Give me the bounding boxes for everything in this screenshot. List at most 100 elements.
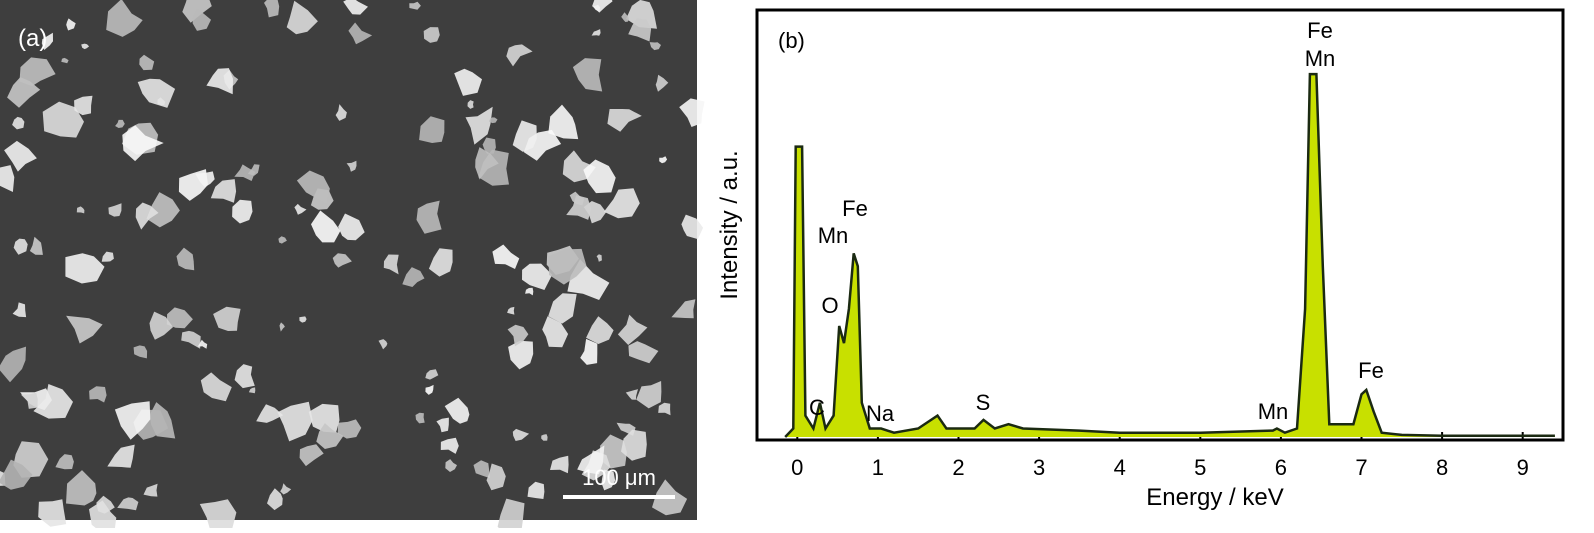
- particle: [149, 311, 173, 340]
- particle: [76, 206, 85, 214]
- peak-label: Mn: [1305, 46, 1336, 71]
- particle: [42, 101, 84, 138]
- particle: [671, 299, 696, 319]
- particle: [542, 316, 569, 348]
- particle: [12, 302, 27, 318]
- particle: [0, 459, 33, 490]
- particle: [525, 287, 534, 296]
- particle: [548, 293, 577, 324]
- particle: [61, 57, 69, 64]
- particle: [101, 251, 114, 262]
- x-tick-label: 9: [1517, 455, 1529, 480]
- particle: [294, 203, 307, 215]
- peak-label: O: [821, 293, 838, 318]
- particle: [343, 0, 368, 15]
- particle: [29, 236, 43, 255]
- particle: [628, 341, 659, 364]
- particle: [232, 199, 253, 224]
- particle: [506, 44, 533, 67]
- particle: [596, 254, 602, 262]
- particle: [592, 0, 613, 13]
- particle: [146, 192, 180, 228]
- peak-label: Fe: [842, 196, 868, 221]
- plot-frame: [755, 8, 1565, 442]
- particle: [316, 423, 344, 449]
- particle: [199, 499, 237, 533]
- particle: [580, 338, 598, 365]
- particle: [338, 213, 365, 241]
- particle: [264, 0, 280, 18]
- particle: [507, 306, 515, 315]
- particle: [66, 470, 97, 506]
- particle: [440, 437, 459, 454]
- particle: [122, 125, 164, 162]
- particle: [512, 428, 530, 441]
- particle: [548, 104, 579, 140]
- particle: [601, 469, 616, 491]
- particle: [81, 43, 90, 50]
- particle: [346, 160, 357, 172]
- peak-label: Na: [866, 401, 895, 426]
- peak-label: Fe: [1307, 18, 1333, 43]
- particle: [277, 401, 313, 442]
- particle: [133, 345, 148, 359]
- x-tick-label: 6: [1275, 455, 1287, 480]
- particle: [566, 195, 592, 220]
- particle: [166, 307, 193, 329]
- particle: [115, 119, 125, 128]
- particle: [234, 364, 255, 389]
- particle: [256, 404, 284, 423]
- particle: [621, 429, 647, 461]
- particle: [378, 339, 388, 350]
- particle: [569, 191, 585, 206]
- particle: [586, 316, 614, 344]
- particle: [621, 12, 629, 22]
- particle: [19, 57, 56, 87]
- particle: [74, 95, 93, 116]
- particle: [681, 214, 704, 240]
- particle: [200, 372, 232, 402]
- particle: [572, 58, 603, 92]
- particle: [603, 188, 640, 219]
- x-tick-label: 7: [1355, 455, 1367, 480]
- x-tick-label: 0: [791, 455, 803, 480]
- x-tick-label: 2: [952, 455, 964, 480]
- particle: [617, 314, 648, 345]
- particle: [348, 22, 373, 45]
- x-tick-label: 4: [1114, 455, 1126, 480]
- y-axis-label: Intensity / a.u.: [716, 150, 743, 299]
- scale-bar: [563, 495, 675, 499]
- particle: [107, 444, 135, 468]
- spectrum-line: [784, 72, 1555, 438]
- particle: [679, 98, 705, 127]
- particle: [38, 499, 67, 527]
- particle: [247, 164, 260, 176]
- particle: [655, 74, 669, 92]
- particle: [181, 330, 201, 349]
- x-tick-label: 1: [872, 455, 884, 480]
- particle: [279, 322, 285, 332]
- particle: [445, 459, 457, 472]
- particle: [195, 171, 215, 188]
- particle: [143, 483, 158, 497]
- particle: [658, 402, 671, 416]
- particle: [475, 147, 499, 180]
- particle: [66, 18, 76, 31]
- particle: [12, 116, 25, 130]
- particle: [454, 68, 482, 96]
- x-tick-label: 8: [1436, 455, 1448, 480]
- particle: [473, 460, 490, 479]
- panel-label: (a): [18, 25, 47, 52]
- x-axis-label: Energy / keV: [1146, 484, 1283, 511]
- particle: [114, 401, 151, 440]
- particle: [139, 54, 155, 71]
- particle: [548, 248, 587, 285]
- particle: [55, 454, 74, 470]
- sem-particles: [0, 0, 705, 533]
- particle: [428, 248, 453, 277]
- particle: [465, 106, 493, 145]
- particle: [137, 78, 176, 108]
- particle: [419, 116, 445, 143]
- particle: [628, 18, 652, 42]
- particle: [486, 463, 506, 491]
